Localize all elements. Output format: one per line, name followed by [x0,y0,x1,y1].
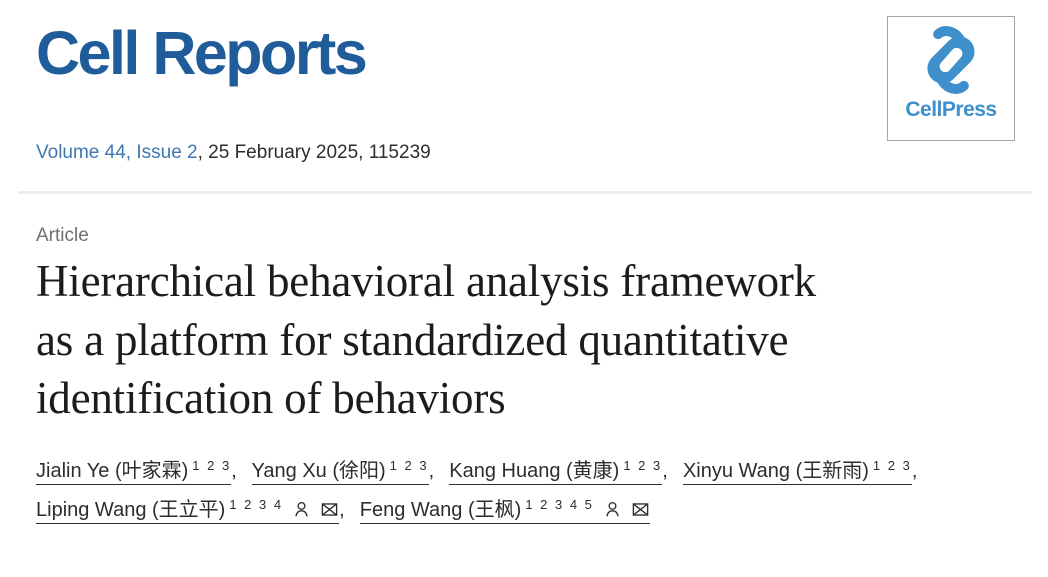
envelope-icon [321,502,338,516]
citation-date-text: , 25 February 2025, 115239 [197,142,431,164]
section-divider [18,191,1032,195]
author-affiliation-superscripts: 1 2 3 [623,458,663,474]
author-affiliation-superscripts: 1 2 3 [192,458,232,474]
author-link[interactable]: Jialin Ye (叶家霖) 1 2 3 [36,458,232,485]
author-entry: Yang Xu (徐阳) 1 2 3, [251,458,444,485]
cellpress-logo-text: CellPress [905,98,997,121]
cellpress-logo[interactable]: CellPress [887,16,1015,141]
author-link[interactable]: Yang Xu (徐阳) 1 2 3 [251,458,429,485]
author-separator: , [662,459,674,482]
article-type-label: Article [36,225,89,247]
citation-line: Volume 44, Issue 2, 25 February 2025, 11… [36,142,1014,164]
author-name: Kang Huang (黄康) [449,459,620,482]
author-name: Yang Xu (徐阳) [251,459,386,482]
masthead: Cell Reports CellPress [36,16,1015,141]
author-link[interactable]: Liping Wang (王立平) 1 2 3 4 [36,497,340,524]
author-link[interactable]: Kang Huang (黄康) 1 2 3 [449,458,663,485]
volume-issue-link[interactable]: Volume 44, Issue 2 [36,142,198,164]
author-entry: Liping Wang (王立平) 1 2 3 4, [36,497,354,524]
author-name: Xinyu Wang (王新雨) [682,459,869,482]
person-icon [295,501,308,517]
author-separator: , [231,459,243,482]
author-affiliation-superscripts: 1 2 3 4 [229,497,284,513]
author-entry: Kang Huang (黄康) 1 2 3, [449,458,677,485]
article-title: Hierarchical behavioral analysis framewo… [36,256,816,424]
author-separator: , [339,498,351,521]
author-affiliation-superscripts: 1 2 3 [389,458,429,474]
author-separator: , [428,459,440,482]
cellpress-swirl-icon [927,26,975,94]
envelope-icon [632,502,649,516]
author-list: Jialin Ye (叶家霖) 1 2 3, Yang Xu (徐阳) 1 2 3,… [36,452,1014,530]
author-link[interactable]: Feng Wang (王枫) 1 2 3 4 5 [359,497,650,524]
author-name: Jialin Ye (叶家霖) [36,459,189,482]
journal-logo[interactable]: Cell Reports [36,19,368,87]
article-header-page: Cell Reports CellPress Volume 44, Issue … [18,16,1032,530]
author-entry: Jialin Ye (叶家霖) 1 2 3, [36,458,246,485]
person-icon [606,501,619,517]
author-link[interactable]: Xinyu Wang (王新雨) 1 2 3 [682,458,912,485]
author-separator: , [911,459,923,482]
author-entry: Xinyu Wang (王新雨) 1 2 3, [682,458,927,485]
author-entry: Feng Wang (王枫) 1 2 3 4 5 [359,497,650,524]
author-affiliation-superscripts: 1 2 3 [872,458,912,474]
author-name: Feng Wang (王枫) [359,498,522,521]
author-name: Liping Wang (王立平) [36,498,226,521]
author-affiliation-superscripts: 1 2 3 4 5 [525,497,594,513]
